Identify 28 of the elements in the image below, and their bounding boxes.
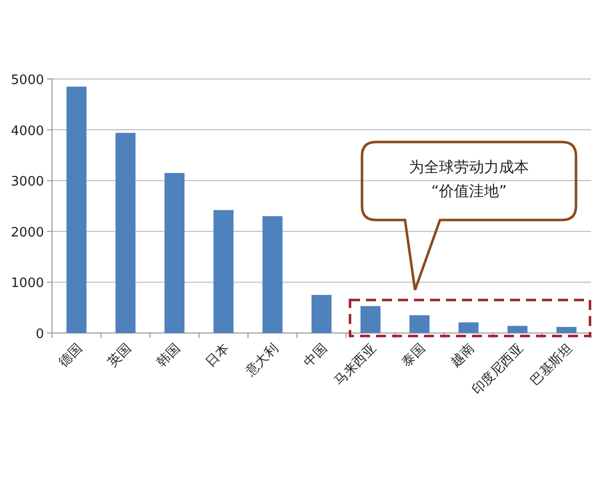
x-tick-label: 德国 — [56, 341, 86, 370]
y-tick-label: 4000 — [10, 124, 44, 139]
y-tick-label: 5000 — [10, 73, 44, 88]
bar — [262, 216, 282, 333]
bar — [410, 315, 430, 333]
x-tick-label: 意大利 — [242, 341, 282, 380]
x-tick-label: 马来西亚 — [332, 341, 380, 389]
bar — [360, 306, 380, 333]
x-tick-label: 越南 — [448, 341, 478, 370]
bar — [312, 294, 332, 333]
bar — [116, 132, 136, 333]
annotation: 为全球劳动力成本 “价值洼地” — [409, 158, 529, 200]
bar — [556, 326, 576, 333]
x-tick-label: 中国 — [301, 341, 330, 370]
y-tick-label: 0 — [36, 327, 44, 342]
x-tick-label: 泰国 — [399, 341, 428, 370]
bar — [214, 210, 234, 333]
y-tick-label: 1000 — [10, 276, 44, 292]
bar — [508, 326, 528, 333]
y-tick-label: 3000 — [10, 174, 44, 190]
x-tick-label: 巴基斯坦 — [528, 341, 576, 389]
bar — [164, 172, 184, 333]
x-tick-label: 英国 — [105, 341, 134, 370]
bar — [66, 86, 86, 333]
y-tick-label: 2000 — [10, 225, 44, 240]
x-tick-label: 韩国 — [154, 341, 184, 370]
x-tick-label: 日本 — [203, 341, 232, 370]
bar — [458, 322, 478, 333]
